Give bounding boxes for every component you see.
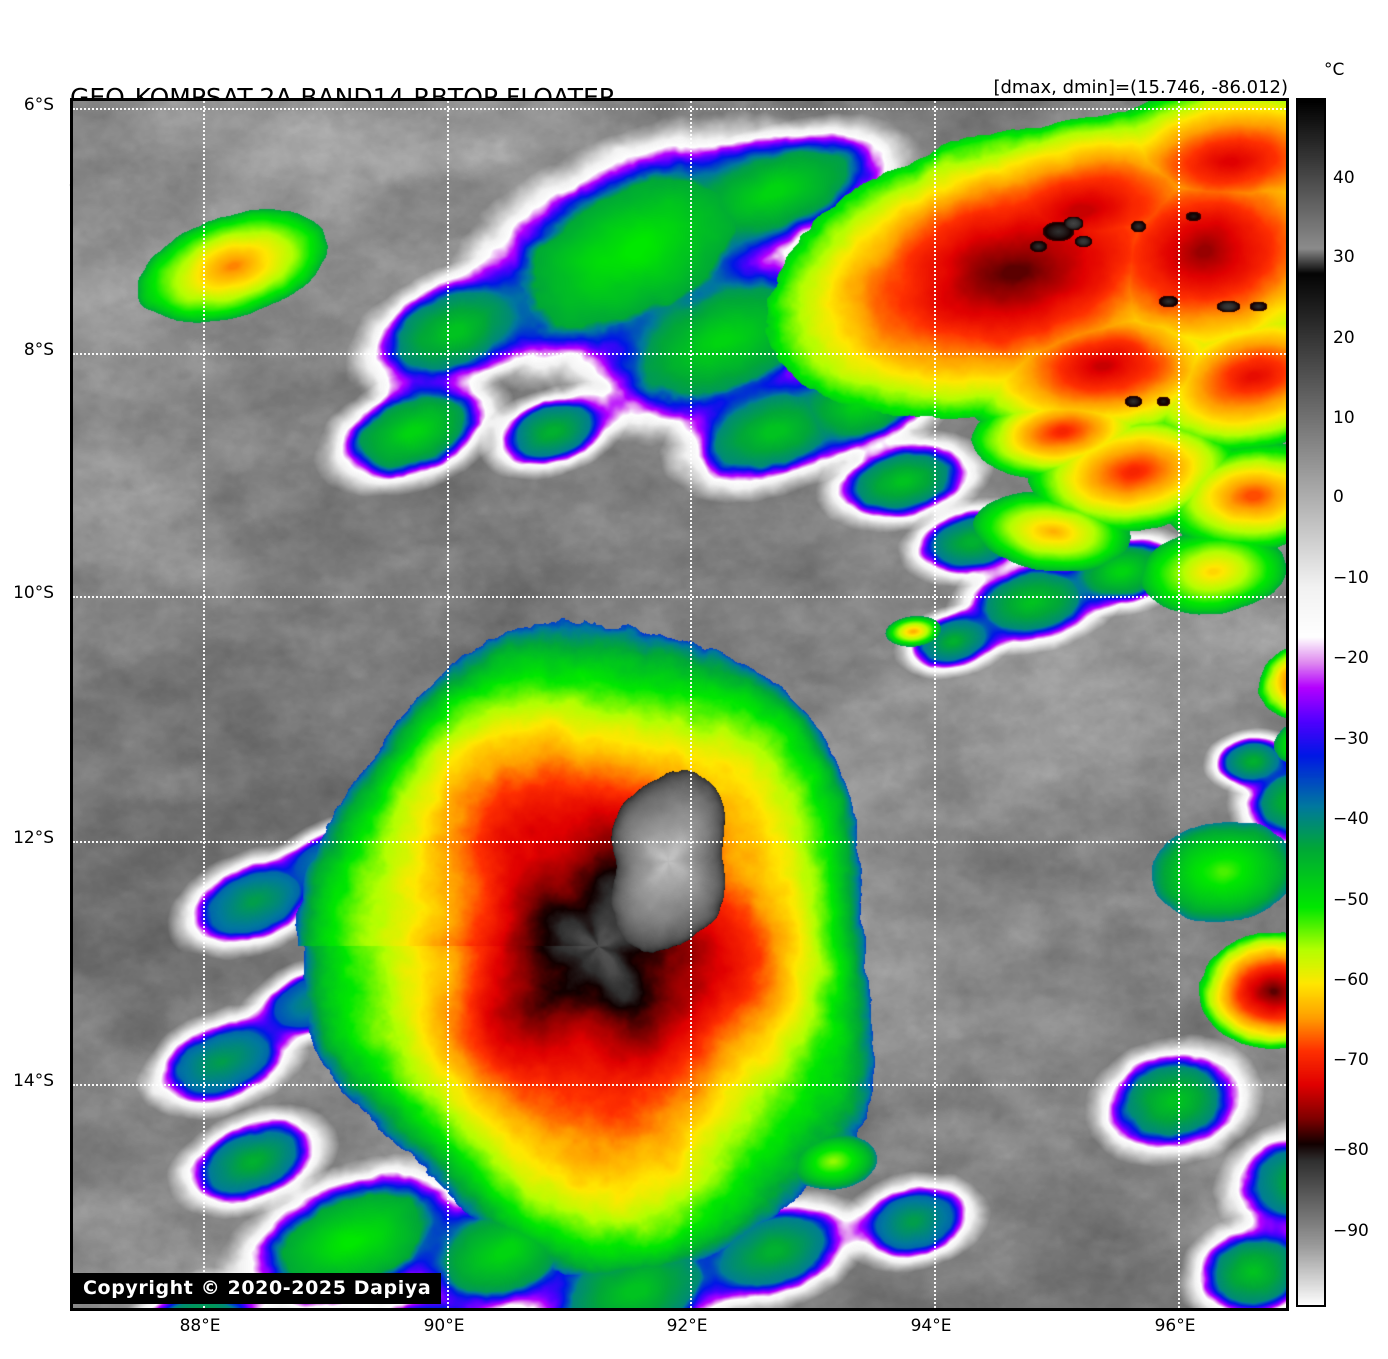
colorbar-tick-label: −20	[1333, 648, 1369, 668]
colorbar-tick-label: −50	[1333, 890, 1369, 910]
lon-tick-label: 88°E	[179, 1316, 221, 1336]
colorbar-tick-label: 40	[1333, 168, 1355, 188]
colorbar-tick-label: 10	[1333, 408, 1355, 428]
copyright-banner: Copyright © 2020-2025 Dapiya	[73, 1273, 442, 1304]
temperature-colorbar[interactable]	[1296, 98, 1326, 1307]
latitude-axis: 6°S 8°S 10°S 12°S 14°S	[0, 0, 62, 1359]
colorbar-tick-label: 30	[1333, 247, 1355, 267]
colorbar-tick-label: −10	[1333, 568, 1369, 588]
lat-tick-label: 14°S	[13, 1071, 54, 1091]
lat-tick-label: 12°S	[13, 828, 54, 848]
colorbar-unit-label: °C	[1324, 60, 1345, 80]
satellite-raster	[73, 101, 1286, 1308]
data-range-text: [dmax, dmin]=(15.746, -86.012)	[993, 77, 1288, 98]
colorbar-tick-label: −90	[1333, 1221, 1369, 1241]
colorbar-tick-label: −40	[1333, 809, 1369, 829]
colorbar-tick-label: 20	[1333, 328, 1355, 348]
colorbar-tick-label: −70	[1333, 1050, 1369, 1070]
colorbar-tick-label: 0	[1333, 487, 1344, 507]
lon-tick-label: 92°E	[666, 1316, 708, 1336]
lon-tick-label: 94°E	[910, 1316, 952, 1336]
colorbar-tick-label: −30	[1333, 729, 1369, 749]
lat-tick-label: 6°S	[23, 95, 54, 115]
satellite-image-plot[interactable]: Copyright © 2020-2025 Dapiya	[70, 98, 1289, 1311]
lon-tick-label: 90°E	[423, 1316, 465, 1336]
colorbar-tick-label: −60	[1333, 970, 1369, 990]
lon-tick-label: 96°E	[1154, 1316, 1196, 1336]
lat-tick-label: 10°S	[13, 583, 54, 603]
colorbar-tick-label: −80	[1333, 1140, 1369, 1160]
lat-tick-label: 8°S	[23, 340, 54, 360]
